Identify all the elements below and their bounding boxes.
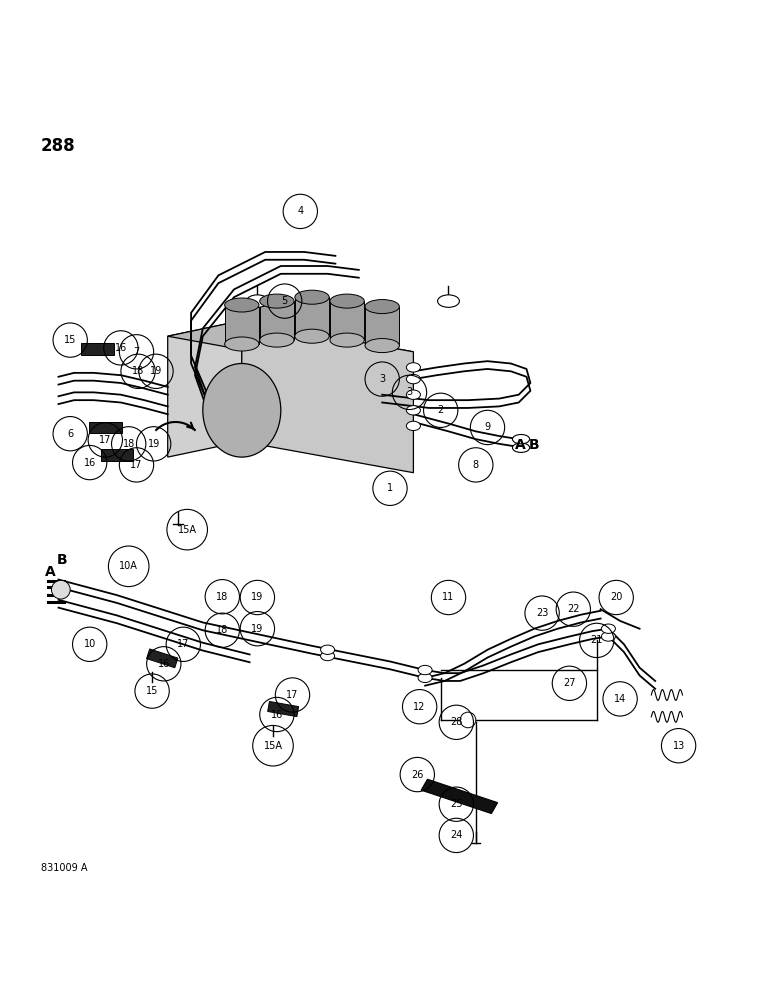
Circle shape [51,580,70,599]
Text: 1: 1 [387,483,393,493]
Ellipse shape [365,300,399,314]
Text: 3: 3 [406,387,413,397]
Polygon shape [168,321,413,367]
Text: 24: 24 [450,830,463,840]
Text: 23: 23 [536,608,548,618]
Text: 16: 16 [83,458,96,468]
Text: 10A: 10A [119,561,138,571]
Ellipse shape [321,651,335,661]
Text: 16: 16 [271,710,283,720]
Text: 21: 21 [590,635,603,645]
Ellipse shape [330,294,364,308]
Ellipse shape [225,298,259,312]
Ellipse shape [418,673,432,683]
Text: 8: 8 [473,460,479,470]
Ellipse shape [406,406,420,415]
Text: 15A: 15A [178,525,197,535]
Text: 11: 11 [442,592,455,602]
Text: 17: 17 [286,690,299,700]
Ellipse shape [330,333,364,347]
Text: 17: 17 [130,460,143,470]
Polygon shape [260,301,294,340]
Ellipse shape [406,421,420,431]
Ellipse shape [295,329,329,343]
Bar [268,701,299,717]
Text: A: A [45,565,56,579]
Ellipse shape [406,390,420,399]
Polygon shape [295,297,329,336]
Text: 16: 16 [158,659,170,669]
Text: 19: 19 [147,439,160,449]
Text: 18: 18 [216,625,229,635]
Bar [147,649,178,668]
Ellipse shape [512,443,530,452]
Text: 15A: 15A [264,741,282,751]
Text: 18: 18 [122,439,135,449]
Bar [101,449,133,461]
Text: 7: 7 [133,347,140,357]
Polygon shape [365,307,399,346]
Text: B: B [529,438,540,452]
Text: 10: 10 [83,639,96,649]
Text: 22: 22 [567,604,580,614]
Polygon shape [242,321,413,473]
Text: 19: 19 [251,592,264,602]
Polygon shape [168,321,242,457]
Text: 19: 19 [251,624,264,634]
Text: 28: 28 [450,717,463,727]
Text: 14: 14 [614,694,626,704]
Text: 4: 4 [297,206,303,216]
Text: 27: 27 [563,678,576,688]
Ellipse shape [601,624,615,633]
Ellipse shape [246,295,268,307]
Text: 18: 18 [132,366,144,376]
Text: 20: 20 [610,592,622,602]
Text: A: A [515,438,526,452]
Ellipse shape [260,294,294,308]
Ellipse shape [295,290,329,304]
Ellipse shape [406,363,420,372]
Ellipse shape [321,645,335,654]
Ellipse shape [601,632,615,641]
Ellipse shape [512,434,530,444]
Text: 17: 17 [99,435,112,445]
Text: 3: 3 [379,374,385,384]
Text: 25: 25 [450,799,463,809]
Text: 18: 18 [216,592,229,602]
Polygon shape [225,305,259,344]
Ellipse shape [203,364,281,457]
Polygon shape [421,779,498,814]
Ellipse shape [418,665,432,675]
Text: 6: 6 [67,429,73,439]
Text: 288: 288 [41,137,75,155]
Text: 15: 15 [146,686,158,696]
Ellipse shape [260,333,294,347]
Text: 13: 13 [672,741,685,751]
Text: 19: 19 [150,366,162,376]
Text: 2: 2 [438,405,444,415]
Text: 16: 16 [115,343,127,353]
Text: 15: 15 [64,335,76,345]
Ellipse shape [225,337,259,351]
Ellipse shape [438,295,459,307]
Text: 26: 26 [411,770,424,780]
Text: 5: 5 [282,296,288,306]
Text: 12: 12 [413,702,426,712]
Text: 9: 9 [484,422,491,432]
Circle shape [460,712,476,728]
Ellipse shape [406,374,420,384]
Text: 831009 A: 831009 A [41,863,87,873]
Text: B: B [57,553,68,567]
Ellipse shape [365,339,399,353]
Polygon shape [330,301,364,340]
Text: 17: 17 [177,639,190,649]
Bar [81,343,114,355]
Bar [89,422,122,433]
